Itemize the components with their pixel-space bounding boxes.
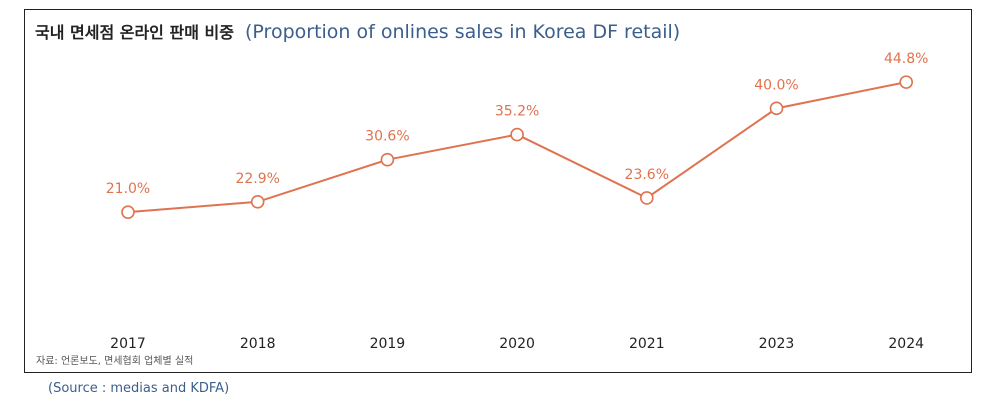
chart-frame: 국내 면세점 온라인 판매 비중 (Proportion of onlines … bbox=[24, 9, 972, 373]
data-point bbox=[899, 75, 914, 89]
data-point bbox=[639, 191, 654, 205]
x-tick-label: 2024 bbox=[888, 336, 924, 352]
source-caption: (Source : medias and KDFA) bbox=[48, 381, 230, 396]
data-label: 30.6% bbox=[365, 129, 409, 145]
data-label: 35.2% bbox=[495, 104, 539, 120]
data-point bbox=[250, 194, 265, 209]
x-tick-label: 2020 bbox=[499, 336, 535, 352]
data-point bbox=[769, 101, 784, 116]
data-label: 22.9% bbox=[235, 171, 279, 187]
data-label: 44.8% bbox=[884, 51, 928, 67]
source-note-korean: 자료: 언론보도, 면세협회 업체별 실적 bbox=[36, 356, 194, 367]
data-label: 40.0% bbox=[754, 77, 798, 93]
series-line bbox=[127, 81, 907, 214]
title-korean: 국내 면세점 온라인 판매 비중 bbox=[35, 23, 234, 42]
x-tick-label: 2019 bbox=[370, 336, 406, 352]
x-tick-label: 2018 bbox=[240, 336, 276, 352]
data-label: 21.0% bbox=[106, 181, 150, 197]
data-point bbox=[510, 127, 524, 142]
data-label: 23.6% bbox=[625, 167, 669, 183]
chart-title: 국내 면세점 온라인 판매 비중 (Proportion of onlines … bbox=[35, 19, 680, 43]
data-point bbox=[380, 152, 395, 167]
title-english: (Proportion of onlines sales in Korea DF… bbox=[245, 21, 681, 43]
x-tick-label: 2021 bbox=[629, 336, 665, 352]
x-tick-label: 2017 bbox=[110, 336, 146, 352]
x-tick-label: 2023 bbox=[759, 336, 795, 352]
data-point bbox=[121, 205, 135, 219]
